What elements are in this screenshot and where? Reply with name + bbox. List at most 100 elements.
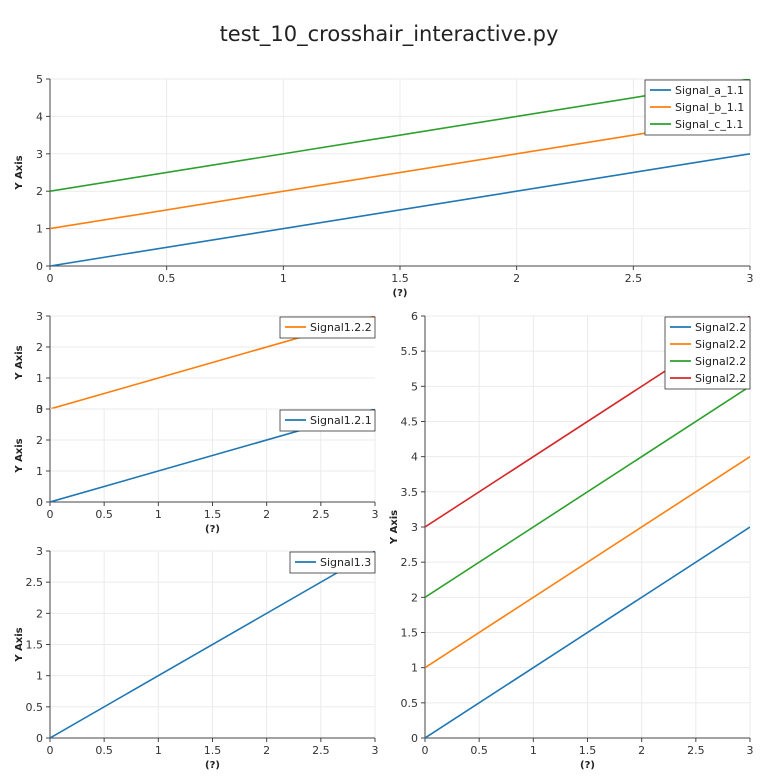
chart-plot-1-3[interactable]: 0 0.5 1 1.5 2 2.5 3 0 0.5 1 1.5 2 2.5 3 (?) Y Axis Signa… xyxy=(14,545,379,771)
y-tick-label: 5 xyxy=(36,73,43,86)
y-tick-label: 4 xyxy=(36,110,43,123)
x-tick-label: 0.5 xyxy=(95,508,113,521)
series-line-1[interactable] xyxy=(50,551,375,738)
x-tick-label: 0 xyxy=(47,272,54,285)
series-line-2[interactable] xyxy=(50,115,750,230)
x-axis-title: (?) xyxy=(205,524,220,535)
x-tick-label: 0.5 xyxy=(158,272,176,285)
y-tick-label: 2.5 xyxy=(26,576,44,589)
y-tick-label: 1 xyxy=(411,662,418,675)
x-tick-label: 1.5 xyxy=(391,272,409,285)
legend-label: Signal_b_1.1 xyxy=(675,101,744,114)
x-tick-label: 2.5 xyxy=(312,744,330,757)
x-tick-label: 2.5 xyxy=(625,272,643,285)
y-axis-title: Y Axis xyxy=(14,627,25,662)
y-tick-label: 3 xyxy=(36,310,43,323)
series-line-3[interactable] xyxy=(50,79,750,192)
y-axis-title: Y Axis xyxy=(389,510,400,545)
legend-label: Signal2.2 xyxy=(695,355,746,368)
y-tick-label: 3 xyxy=(36,148,43,161)
legend-box xyxy=(289,551,376,574)
legend[interactable]: Signal_a_1.1 Signal_b_1.1 Signal_c_1.1 xyxy=(644,79,751,136)
y-axis-title: Y Axis xyxy=(14,438,25,473)
y-tick-label: 3.5 xyxy=(401,486,419,499)
y-tick-label: 0.5 xyxy=(401,697,419,710)
y-tick-label: 5 xyxy=(411,380,418,393)
y-tick-label: 5.5 xyxy=(401,345,419,358)
page-title: test_10_crosshair_interactive.py xyxy=(219,22,559,46)
x-tick-label: 3 xyxy=(372,744,379,757)
x-axis-title: (?) xyxy=(205,760,220,771)
series-line-2[interactable] xyxy=(425,455,750,669)
x-tick-label: 0 xyxy=(47,744,54,757)
x-tick-label: 2 xyxy=(263,508,270,521)
y-tick-label: 0 xyxy=(36,260,43,273)
x-tick-label: 3 xyxy=(747,744,754,757)
chart-plot-1-2-2[interactable]: 0 1 2 3 Y Axis Signal1.2.2 xyxy=(14,310,376,416)
x-tick-label: 1.5 xyxy=(579,744,597,757)
y-tick-label: 2 xyxy=(36,185,43,198)
x-tick-label: 3 xyxy=(747,272,754,285)
y-tick-label: 1.5 xyxy=(26,639,44,652)
legend[interactable]: Signal2.2 Signal2.2 Signal2.2 Signal2.2 xyxy=(664,316,751,390)
x-axis-title: (?) xyxy=(393,288,408,299)
x-tick-label: 1 xyxy=(280,272,287,285)
legend-label: Signal1.2.1 xyxy=(310,414,372,427)
x-tick-label: 2 xyxy=(513,272,520,285)
legend-label: Signal_a_1.1 xyxy=(675,84,744,97)
x-tick-label: 2 xyxy=(263,744,270,757)
legend-label: Signal_c_1.1 xyxy=(675,118,743,131)
x-tick-label: 2 xyxy=(638,744,645,757)
y-tick-label: 3 xyxy=(36,403,43,416)
y-tick-label: 1 xyxy=(36,372,43,385)
y-tick-label: 3 xyxy=(411,521,418,534)
y-tick-label: 2 xyxy=(36,434,43,447)
x-tick-label: 2.5 xyxy=(687,744,705,757)
y-tick-label: 2 xyxy=(36,607,43,620)
x-axis-title: (?) xyxy=(580,760,595,771)
y-tick-label: 1 xyxy=(36,465,43,478)
y-tick-label: 0 xyxy=(36,496,43,509)
y-tick-label: 2 xyxy=(411,591,418,604)
legend-label: Signal1.2.2 xyxy=(310,321,372,334)
x-tick-label: 0 xyxy=(422,744,429,757)
y-tick-label: 6 xyxy=(411,310,418,323)
y-axis-title: Y Axis xyxy=(14,155,25,190)
y-tick-label: 2.5 xyxy=(401,556,419,569)
y-tick-label: 1.5 xyxy=(401,627,419,640)
x-tick-label: 1.5 xyxy=(204,744,222,757)
legend-label: Signal2.2 xyxy=(695,372,746,385)
y-tick-label: 0.5 xyxy=(26,701,44,714)
legend-label: Signal2.2 xyxy=(695,321,746,334)
x-tick-label: 1.5 xyxy=(204,508,222,521)
legend-box xyxy=(664,316,751,390)
x-tick-label: 0.5 xyxy=(470,744,488,757)
y-tick-label: 0 xyxy=(36,732,43,745)
y-tick-label: 4 xyxy=(411,451,418,464)
legend-box xyxy=(279,409,376,432)
legend[interactable]: Signal1.2.2 xyxy=(279,316,376,339)
series-line-1[interactable] xyxy=(425,526,750,738)
y-tick-label: 1 xyxy=(36,223,43,236)
x-tick-label: 3 xyxy=(372,508,379,521)
chart-plot-2-2[interactable]: 0 0.5 1 1.5 2 2.5 3 3.5 4 4.5 5 5.5 6 0 0.5 1 1.5 2 2.5 3 (?… xyxy=(389,310,754,771)
chart-plot-1-1[interactable]: 0 1 2 3 4 5 0 0.5 1 1.5 2 2.5 3 (?) Y Axis Signal_a_1.1… xyxy=(14,73,754,299)
x-tick-label: 1 xyxy=(155,508,162,521)
series-line-3[interactable] xyxy=(425,385,750,599)
x-tick-label: 2.5 xyxy=(312,508,330,521)
y-tick-label: 1 xyxy=(36,670,43,683)
y-tick-label: 0 xyxy=(36,403,43,416)
series-line-1[interactable] xyxy=(50,153,750,266)
legend-box xyxy=(279,316,376,339)
legend-label: Signal1.3 xyxy=(320,556,371,569)
y-tick-label: 3 xyxy=(36,545,43,558)
legend[interactable]: Signal1.3 xyxy=(289,551,376,574)
legend[interactable]: Signal1.2.1 xyxy=(279,409,376,432)
x-tick-label: 1 xyxy=(530,744,537,757)
y-axis-title: Y Axis xyxy=(14,345,25,380)
x-tick-label: 1 xyxy=(155,744,162,757)
y-tick-label: 2 xyxy=(36,341,43,354)
y-tick-label: 0 xyxy=(411,732,418,745)
